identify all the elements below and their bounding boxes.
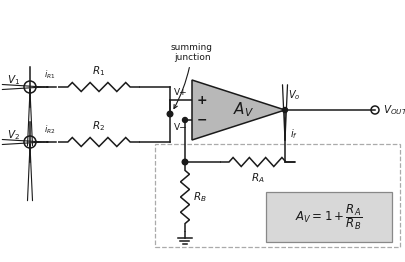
Text: $A_V = 1 + \dfrac{R_A}{R_B}$: $A_V = 1 + \dfrac{R_A}{R_B}$	[295, 202, 362, 232]
Text: $R_B$: $R_B$	[192, 190, 206, 204]
Text: $V_{OUT}$: $V_{OUT}$	[382, 103, 405, 117]
Text: +: +	[196, 94, 207, 106]
Text: V−: V−	[174, 123, 188, 132]
Text: summing
junction: summing junction	[171, 43, 213, 108]
Polygon shape	[192, 80, 284, 140]
Text: −: −	[196, 113, 207, 127]
Text: $V_1$: $V_1$	[7, 73, 20, 87]
Circle shape	[182, 117, 187, 123]
Text: $i_f$: $i_f$	[289, 127, 297, 141]
Text: $A_V$: $A_V$	[232, 101, 254, 119]
Text: V+: V+	[174, 88, 188, 97]
Circle shape	[282, 107, 287, 112]
Text: $i_{R1}$: $i_{R1}$	[44, 68, 55, 81]
Circle shape	[167, 111, 173, 117]
Text: $R_1$: $R_1$	[92, 64, 105, 78]
FancyBboxPatch shape	[265, 192, 391, 242]
Text: $V_o$: $V_o$	[287, 88, 300, 102]
Text: $V_2$: $V_2$	[7, 128, 20, 142]
Text: $R_A$: $R_A$	[250, 171, 264, 185]
Text: $R_2$: $R_2$	[92, 119, 105, 133]
Text: $i_{R2}$: $i_{R2}$	[44, 123, 55, 136]
Circle shape	[182, 159, 188, 165]
